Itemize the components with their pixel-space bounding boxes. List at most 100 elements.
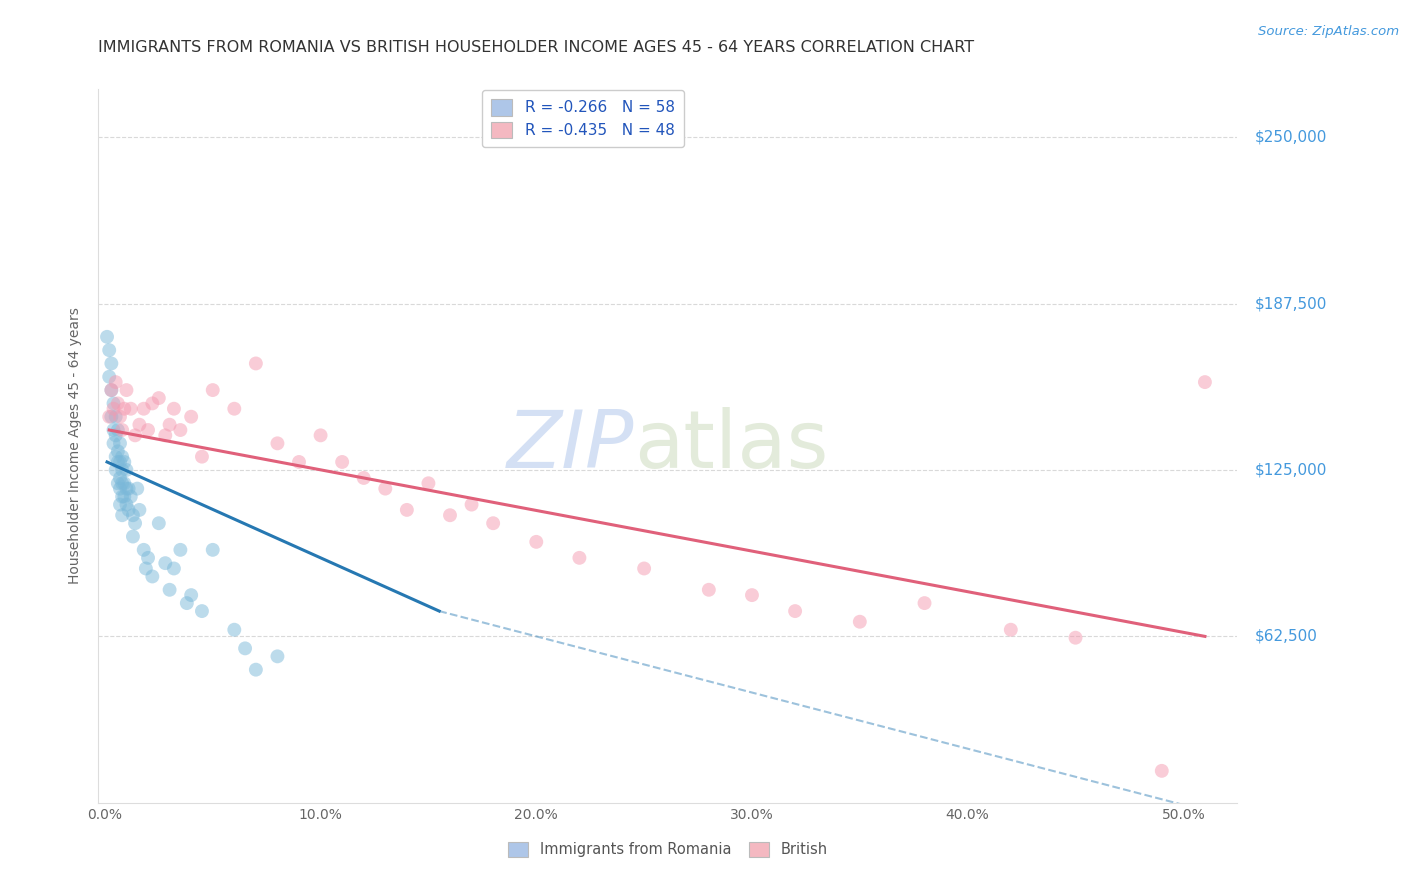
Point	[191, 604, 214, 618]
Point	[180, 409, 202, 424]
Point	[136, 550, 159, 565]
Point	[439, 508, 461, 523]
Point	[115, 498, 138, 512]
Point	[122, 508, 145, 523]
Point	[120, 490, 142, 504]
Point	[98, 369, 121, 384]
Legend: Immigrants from Romania, British: Immigrants from Romania, British	[502, 836, 834, 863]
Point	[103, 401, 125, 416]
Point	[353, 471, 375, 485]
Point	[104, 409, 127, 424]
Point	[163, 561, 186, 575]
Y-axis label: Householder Income Ages 45 - 64 years: Householder Income Ages 45 - 64 years	[69, 308, 83, 584]
Point	[191, 450, 214, 464]
Point	[111, 450, 134, 464]
Point	[100, 383, 122, 397]
Point	[108, 455, 131, 469]
Point	[104, 463, 127, 477]
Point	[108, 409, 131, 424]
Point	[124, 428, 146, 442]
Point	[180, 588, 202, 602]
Point	[1064, 631, 1087, 645]
Point	[395, 503, 418, 517]
Point	[201, 383, 224, 397]
Point	[100, 356, 122, 370]
Point	[224, 623, 246, 637]
Point	[155, 556, 177, 570]
Point	[159, 417, 181, 432]
Point	[108, 471, 131, 485]
Point	[107, 444, 129, 458]
Point	[163, 401, 186, 416]
Point	[1150, 764, 1173, 778]
Point	[115, 482, 138, 496]
Point	[112, 490, 135, 504]
Point	[98, 343, 121, 358]
Point	[112, 476, 135, 491]
Point	[148, 516, 170, 531]
Point	[697, 582, 720, 597]
Point	[98, 409, 121, 424]
Point	[482, 516, 505, 531]
Point	[245, 356, 267, 370]
Point	[266, 436, 288, 450]
Point	[122, 529, 145, 543]
Point	[741, 588, 763, 602]
Point	[111, 508, 134, 523]
Text: Source: ZipAtlas.com: Source: ZipAtlas.com	[1258, 25, 1399, 38]
Point	[108, 436, 131, 450]
Point	[115, 383, 138, 397]
Text: ZIP: ZIP	[506, 407, 634, 485]
Point	[100, 409, 122, 424]
Point	[115, 463, 138, 477]
Point	[224, 401, 246, 416]
Point	[124, 516, 146, 531]
Point	[633, 561, 655, 575]
Text: $187,500: $187,500	[1254, 296, 1327, 311]
Point	[111, 476, 134, 491]
Point	[169, 423, 191, 437]
Point	[132, 542, 155, 557]
Point	[112, 401, 135, 416]
Point	[135, 561, 157, 575]
Point	[132, 401, 155, 416]
Point	[96, 330, 118, 344]
Point	[104, 450, 127, 464]
Point	[128, 503, 150, 517]
Point	[141, 569, 163, 583]
Text: $250,000: $250,000	[1254, 129, 1327, 145]
Point	[136, 423, 159, 437]
Point	[288, 455, 311, 469]
Point	[103, 436, 125, 450]
Point	[266, 649, 288, 664]
Point	[108, 482, 131, 496]
Point	[524, 534, 547, 549]
Point	[460, 498, 482, 512]
Point	[111, 463, 134, 477]
Point	[111, 490, 134, 504]
Text: IMMIGRANTS FROM ROMANIA VS BRITISH HOUSEHOLDER INCOME AGES 45 - 64 YEARS CORRELA: IMMIGRANTS FROM ROMANIA VS BRITISH HOUSE…	[98, 40, 974, 55]
Point	[111, 423, 134, 437]
Text: $125,000: $125,000	[1254, 462, 1327, 477]
Point	[849, 615, 872, 629]
Point	[374, 482, 396, 496]
Point	[103, 396, 125, 410]
Point	[107, 396, 129, 410]
Text: atlas: atlas	[634, 407, 828, 485]
Point	[155, 428, 177, 442]
Point	[309, 428, 332, 442]
Point	[104, 428, 127, 442]
Point	[107, 455, 129, 469]
Point	[201, 542, 224, 557]
Point	[128, 417, 150, 432]
Point	[120, 401, 142, 416]
Point	[117, 482, 139, 496]
Point	[112, 455, 135, 469]
Point	[1194, 375, 1216, 389]
Point	[117, 503, 139, 517]
Point	[914, 596, 936, 610]
Point	[127, 482, 149, 496]
Point	[108, 498, 131, 512]
Point	[107, 423, 129, 437]
Point	[169, 542, 191, 557]
